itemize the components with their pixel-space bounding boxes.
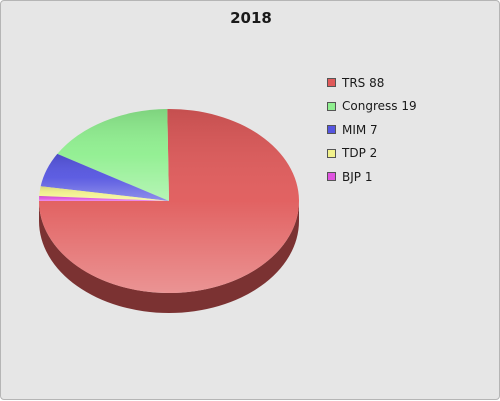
- pie-slice-shading-mim: [40, 153, 169, 201]
- chart-legend: TRS 88 Congress 19 MIM 7 TDP 2 BJP 1: [327, 71, 417, 189]
- legend-swatch-tdp: [327, 148, 336, 158]
- pie-slice-shading-trs: [39, 109, 300, 294]
- legend-label-tdp: TDP 2: [342, 146, 378, 161]
- legend-label-trs: TRS 88: [342, 75, 385, 90]
- legend-item-bjp[interactable]: BJP 1: [327, 165, 417, 189]
- legend-item-trs[interactable]: TRS 88: [327, 71, 417, 95]
- pie-slice-shading-tdp: [39, 186, 170, 201]
- legend-label-congress: Congress 19: [342, 99, 417, 114]
- pie-side-trs: [39, 201, 299, 313]
- legend-item-mim[interactable]: MIM 7: [327, 118, 417, 142]
- legend-swatch-trs: [327, 78, 336, 88]
- chart-title: 2018: [230, 9, 272, 27]
- pie-slice-shading-congress: [57, 109, 169, 201]
- legend-item-congress[interactable]: Congress 19: [327, 95, 417, 119]
- pie-slice-shading-bjp: [39, 196, 169, 201]
- legend-label-mim: MIM 7: [342, 122, 378, 137]
- legend-swatch-mim: [327, 125, 336, 135]
- legend-item-tdp[interactable]: TDP 2: [327, 142, 417, 166]
- legend-swatch-congress: [327, 101, 336, 111]
- legend-swatch-bjp: [327, 172, 336, 182]
- legend-label-bjp: BJP 1: [342, 169, 373, 184]
